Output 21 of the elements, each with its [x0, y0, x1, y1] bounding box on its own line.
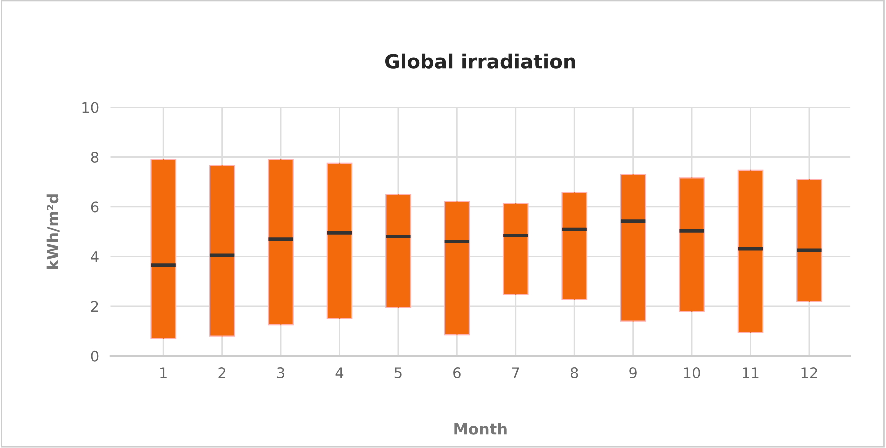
- x-axis-title: Month: [454, 423, 507, 435]
- y-axis-title: kWh/m²d: [46, 194, 60, 270]
- y-tick-label: 10: [82, 102, 99, 114]
- x-tick-label: 4: [336, 368, 344, 378]
- x-tick-label: 10: [684, 368, 700, 379]
- x-tick-label: 6: [454, 368, 461, 379]
- x-tick-label: 7: [512, 368, 520, 378]
- x-tick-label: 5: [394, 368, 402, 379]
- chart-title: Global irradiation: [385, 54, 576, 69]
- y-tick-label: 0: [91, 350, 99, 362]
- x-tick-label: 12: [802, 368, 818, 378]
- y-tick-label: 8: [91, 152, 99, 163]
- x-tick-label: 3: [277, 368, 284, 379]
- x-tick-label: 9: [630, 368, 637, 379]
- x-tick-label: 8: [570, 368, 578, 379]
- x-tick-label: 1: [160, 368, 167, 378]
- y-tick-label: 6: [91, 202, 99, 213]
- x-tick-label: 2: [218, 368, 226, 378]
- y-tick-label: 2: [91, 301, 98, 312]
- x-tick-label: 11: [743, 368, 759, 378]
- y-tick-label: 4: [91, 252, 99, 262]
